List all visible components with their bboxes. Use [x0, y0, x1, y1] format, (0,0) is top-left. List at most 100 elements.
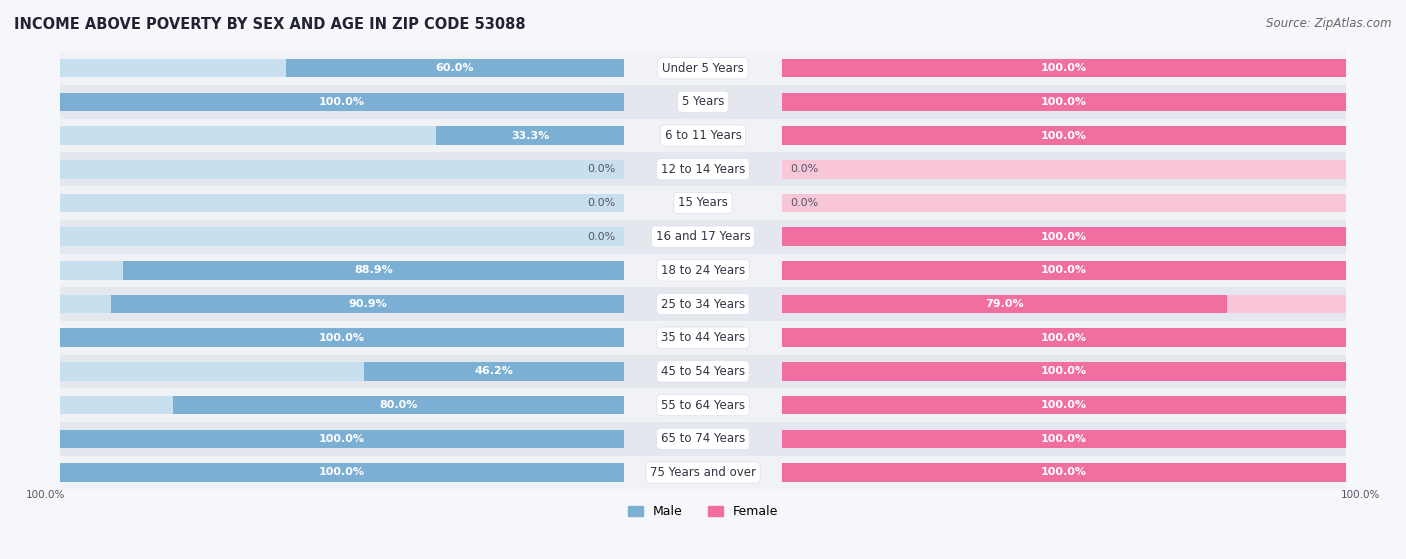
- Bar: [285, 59, 624, 78]
- Bar: [436, 126, 624, 145]
- Bar: [782, 93, 1346, 111]
- Legend: Male, Female: Male, Female: [623, 500, 783, 523]
- Bar: [782, 463, 1346, 482]
- Bar: [60, 194, 624, 212]
- Bar: [60, 429, 624, 448]
- Bar: [60, 422, 1346, 456]
- Text: 88.9%: 88.9%: [354, 266, 392, 276]
- Text: 6 to 11 Years: 6 to 11 Years: [665, 129, 741, 142]
- Text: 0.0%: 0.0%: [588, 198, 616, 208]
- Bar: [782, 59, 1346, 78]
- Text: 0.0%: 0.0%: [790, 164, 818, 174]
- Bar: [782, 429, 1346, 448]
- Bar: [782, 429, 1346, 448]
- Bar: [60, 295, 624, 313]
- Text: 100.0%: 100.0%: [1040, 366, 1087, 376]
- Text: 100.0%: 100.0%: [1040, 434, 1087, 444]
- Bar: [782, 126, 1346, 145]
- Text: 16 and 17 Years: 16 and 17 Years: [655, 230, 751, 243]
- Bar: [173, 396, 624, 414]
- Text: 100.0%: 100.0%: [319, 467, 366, 477]
- Text: 35 to 44 Years: 35 to 44 Years: [661, 331, 745, 344]
- Text: 90.9%: 90.9%: [349, 299, 387, 309]
- Bar: [782, 261, 1346, 280]
- Text: 25 to 34 Years: 25 to 34 Years: [661, 297, 745, 311]
- Bar: [60, 354, 1346, 389]
- Bar: [60, 93, 624, 111]
- Bar: [60, 254, 1346, 287]
- Bar: [60, 329, 624, 347]
- Bar: [60, 59, 624, 78]
- Bar: [60, 261, 624, 280]
- Text: 100.0%: 100.0%: [1040, 131, 1087, 141]
- Bar: [60, 287, 1346, 321]
- Text: 0.0%: 0.0%: [588, 164, 616, 174]
- Bar: [364, 362, 624, 381]
- Text: Source: ZipAtlas.com: Source: ZipAtlas.com: [1267, 17, 1392, 30]
- Bar: [60, 220, 1346, 254]
- Text: 80.0%: 80.0%: [380, 400, 418, 410]
- Bar: [782, 59, 1346, 78]
- Bar: [60, 396, 624, 414]
- Text: 100.0%: 100.0%: [319, 97, 366, 107]
- Text: 18 to 24 Years: 18 to 24 Years: [661, 264, 745, 277]
- Text: 100.0%: 100.0%: [1040, 231, 1087, 241]
- Text: 33.3%: 33.3%: [510, 131, 550, 141]
- Text: 55 to 64 Years: 55 to 64 Years: [661, 399, 745, 411]
- Text: 100.0%: 100.0%: [1340, 490, 1379, 500]
- Text: 100.0%: 100.0%: [27, 490, 66, 500]
- Text: Under 5 Years: Under 5 Years: [662, 61, 744, 75]
- Bar: [782, 295, 1346, 313]
- Bar: [782, 329, 1346, 347]
- Bar: [60, 429, 624, 448]
- Bar: [60, 362, 624, 381]
- Bar: [111, 295, 624, 313]
- Text: 100.0%: 100.0%: [1040, 63, 1087, 73]
- Bar: [782, 396, 1346, 414]
- Bar: [60, 228, 624, 246]
- Text: 60.0%: 60.0%: [436, 63, 474, 73]
- Text: 100.0%: 100.0%: [1040, 97, 1087, 107]
- Text: 46.2%: 46.2%: [474, 366, 513, 376]
- Bar: [782, 228, 1346, 246]
- Bar: [782, 261, 1346, 280]
- Bar: [782, 295, 1227, 313]
- Text: 0.0%: 0.0%: [588, 231, 616, 241]
- Bar: [60, 463, 624, 482]
- Text: 0.0%: 0.0%: [790, 198, 818, 208]
- Text: 100.0%: 100.0%: [1040, 333, 1087, 343]
- Bar: [60, 51, 1346, 85]
- Bar: [782, 362, 1346, 381]
- Bar: [782, 126, 1346, 145]
- Text: 75 Years and over: 75 Years and over: [650, 466, 756, 479]
- Bar: [782, 228, 1346, 246]
- Bar: [782, 396, 1346, 414]
- Text: 65 to 74 Years: 65 to 74 Years: [661, 432, 745, 446]
- Bar: [782, 463, 1346, 482]
- Bar: [60, 186, 1346, 220]
- Text: 5 Years: 5 Years: [682, 96, 724, 108]
- Bar: [60, 389, 1346, 422]
- Bar: [60, 119, 1346, 153]
- Text: 100.0%: 100.0%: [319, 434, 366, 444]
- Bar: [60, 456, 1346, 489]
- Bar: [782, 93, 1346, 111]
- Text: 45 to 54 Years: 45 to 54 Years: [661, 365, 745, 378]
- Bar: [60, 93, 624, 111]
- Text: 100.0%: 100.0%: [319, 333, 366, 343]
- Bar: [60, 321, 1346, 354]
- Text: 79.0%: 79.0%: [986, 299, 1024, 309]
- Bar: [782, 329, 1346, 347]
- Text: 100.0%: 100.0%: [1040, 400, 1087, 410]
- Text: 100.0%: 100.0%: [1040, 266, 1087, 276]
- Bar: [782, 194, 1346, 212]
- Bar: [122, 261, 624, 280]
- Bar: [60, 153, 1346, 186]
- Bar: [60, 126, 624, 145]
- Bar: [60, 160, 624, 178]
- Bar: [782, 160, 1346, 178]
- Text: 15 Years: 15 Years: [678, 196, 728, 210]
- Bar: [60, 85, 1346, 119]
- Text: INCOME ABOVE POVERTY BY SEX AND AGE IN ZIP CODE 53088: INCOME ABOVE POVERTY BY SEX AND AGE IN Z…: [14, 17, 526, 32]
- Text: 12 to 14 Years: 12 to 14 Years: [661, 163, 745, 176]
